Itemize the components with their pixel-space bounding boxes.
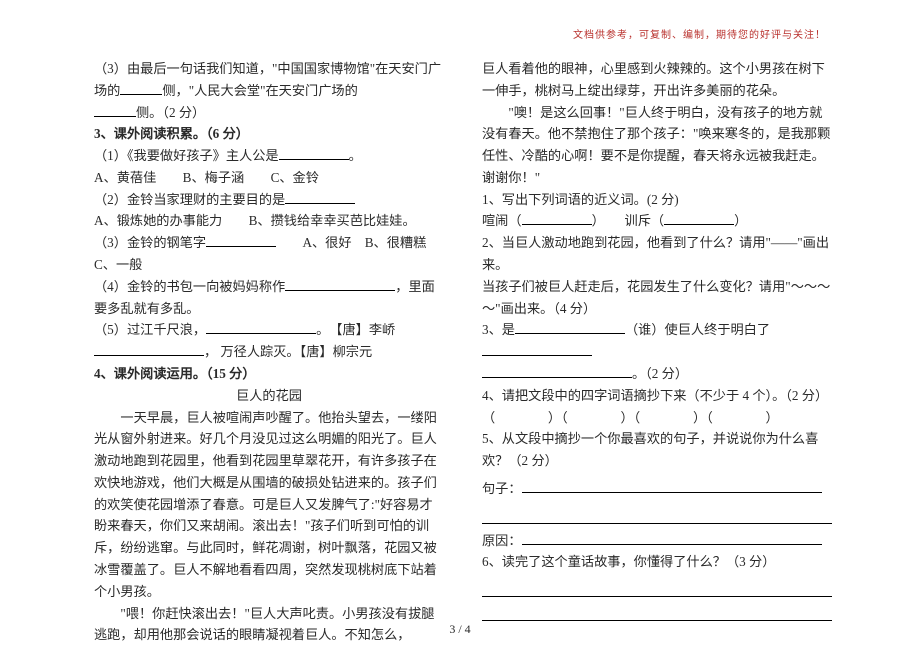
blank-line [482, 508, 832, 524]
s3-q1-options: A、黄蓓佳 B、梅子涵 C、金铃 [94, 167, 444, 189]
label: 句子： [482, 481, 522, 496]
text: 。 [349, 148, 362, 163]
s3-q3: （3）金铃的钢笔字 A、很好 B、很糟糕 C、一般 [94, 232, 444, 276]
text: 。 【唐】李峤 [316, 322, 395, 337]
section3-title: 3、课外阅读积累。（6 分） [94, 123, 444, 145]
blank [206, 235, 276, 247]
q1: 1、写出下列词语的近义词。(2 分) [482, 189, 832, 211]
q2a: 2、当巨人激动地跑到花园，他看到了什么？请用"——"画出来。 [482, 232, 832, 276]
text: ） 训斥（ [592, 213, 665, 228]
q-part3: （3）由最后一句话我们知道，"中国国家博物馆"在天安门广场的侧，"人民大会堂"在… [94, 58, 444, 123]
blank [120, 83, 162, 95]
blank-line [482, 581, 832, 597]
blank [285, 192, 355, 204]
two-column-layout: （3）由最后一句话我们知道，"中国国家博物馆"在天安门广场的侧，"人民大会堂"在… [94, 58, 834, 646]
text: （谁）使巨人终于明白了 [625, 322, 770, 337]
text: 喧闹（ [482, 213, 522, 228]
blank [664, 214, 734, 226]
passage-title: 巨人的花园 [94, 385, 444, 407]
blank [482, 344, 592, 356]
text: （1）《我要做好孩子》主人公是 [94, 148, 279, 163]
q5: 5、从文段中摘抄一个你最喜欢的句子，并说说你为什么喜欢？（2 分） [482, 428, 832, 472]
text: （2）金铃当家理财的主要目的是 [94, 192, 285, 207]
s3-q2-opts: A、锻炼她的办事能力 B、攒钱给幸幸买芭比娃娃。 [94, 210, 444, 232]
q1-items: 喧闹（ ） 训斥（ ） [482, 210, 832, 232]
blank [482, 366, 632, 378]
text: ） [734, 213, 747, 228]
q4: 4、请把文段中的四字词语摘抄下来（不少于 4 个）。（2 分） [482, 385, 832, 407]
q6: 6、读完了这个童话故事，你懂得了什么？（3 分） [482, 551, 832, 573]
header-note: 文档供参考，可复制、编制，期待您的好评与关注！ [573, 26, 826, 41]
s3-q2: （2）金铃当家理财的主要目的是 [94, 189, 444, 211]
blank [94, 105, 136, 117]
q5-sentence: 句子： [482, 478, 832, 500]
passage-p1: 一天早晨，巨人被喧闹声吵醒了。他抬头望去，一缕阳光从窗外射进来。好几个月没见过这… [94, 407, 444, 603]
blank [522, 481, 822, 493]
text: （5）过江千尺浪， [94, 322, 206, 337]
text: 侧。（2 分） [136, 105, 205, 120]
s3-q1: （1）《我要做好孩子》主人公是 。 [94, 145, 444, 167]
section4-title: 4、课外阅读运用。（15 分） [94, 363, 444, 385]
q2b: 当孩子们被巨人赶走后，花园发生了什么变化？请用"～～～～"画出来。（4 分） [482, 276, 832, 320]
left-column: （3）由最后一句话我们知道，"中国国家博物馆"在天安门广场的侧，"人民大会堂"在… [94, 58, 444, 646]
blank [279, 148, 349, 160]
text: （3）金铃的钢笔字 [94, 235, 206, 250]
blank [94, 344, 204, 356]
text: A、锻炼她的办事能力 [94, 213, 249, 228]
blank [522, 533, 822, 545]
blank-line [482, 605, 832, 621]
blank [522, 214, 592, 226]
text: 侧，"人民大会堂"在天安门广场的 [162, 83, 357, 98]
text: 。（2 分） [632, 366, 688, 381]
text: B、攒钱给幸幸买芭比娃娃。 [249, 213, 416, 228]
right-column: 巨人看着他的眼神，心里感到火辣辣的。这个小男孩在树下一伸手，桃树马上绽出绿芽，开… [482, 58, 832, 646]
text: （4）金铃的书包一向被妈妈称作 [94, 279, 285, 294]
page-number: 3 / 4 [0, 622, 920, 637]
label: 原因： [482, 533, 522, 548]
q5-reason: 原因： [482, 530, 832, 552]
s3-q5: （5）过江千尺浪， 。 【唐】李峤 [94, 319, 444, 341]
blank [206, 323, 316, 335]
text: 3、是 [482, 322, 515, 337]
s3-q4: （4）金铃的书包一向被妈妈称作，里面要多乱就有多乱。 [94, 276, 444, 320]
q4-paren-line: （ ）（ ）（ ）（ ） [482, 407, 832, 429]
q3: 3、是 （谁）使巨人终于明白了。（2 分） [482, 319, 832, 384]
text: ， 万径人踪灭。【唐】柳宗元 [204, 344, 372, 359]
blank [515, 323, 625, 335]
passage-p4: "噢！是这么回事！"巨人终于明白，没有孩子的地方就没有春天。他不禁抱住了那个孩子… [482, 102, 832, 189]
passage-p3: 巨人看着他的眼神，心里感到火辣辣的。这个小男孩在树下一伸手，桃树马上绽出绿芽，开… [482, 58, 832, 102]
blank [285, 279, 395, 291]
s3-q6: ， 万径人踪灭。【唐】柳宗元 [94, 341, 444, 363]
